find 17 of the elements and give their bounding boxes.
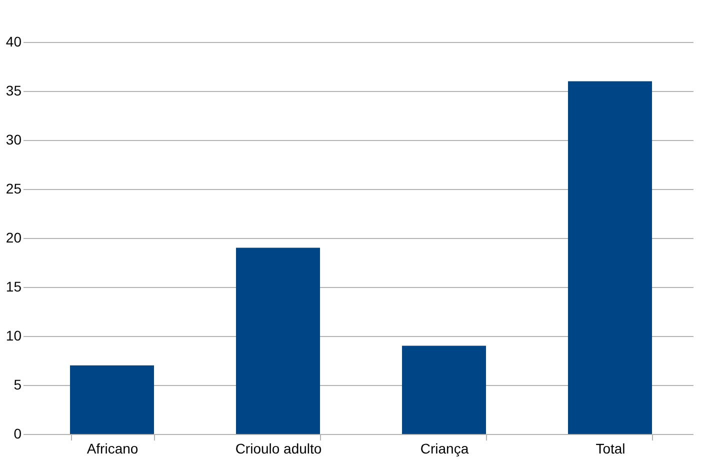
y-tick-label: 0 [14, 426, 22, 442]
y-tick-label: 20 [6, 230, 22, 246]
y-tick-label: 10 [6, 328, 22, 344]
y-tick-label: 15 [6, 278, 22, 294]
x-tick-label: Crioulo adulto [235, 440, 322, 456]
x-tick-label: Total [596, 440, 626, 456]
y-tick-label: 25 [6, 180, 22, 196]
x-tick-label: Criança [420, 440, 469, 456]
y-tick-label: 35 [6, 82, 22, 98]
y-tick-label: 30 [6, 132, 22, 148]
bar [402, 346, 486, 434]
y-tick-label: 5 [14, 376, 22, 392]
bar [568, 81, 652, 434]
y-tick-label: 40 [6, 34, 22, 50]
bar [70, 365, 154, 434]
bar [236, 248, 320, 434]
x-tick-label: Africano [86, 440, 138, 456]
